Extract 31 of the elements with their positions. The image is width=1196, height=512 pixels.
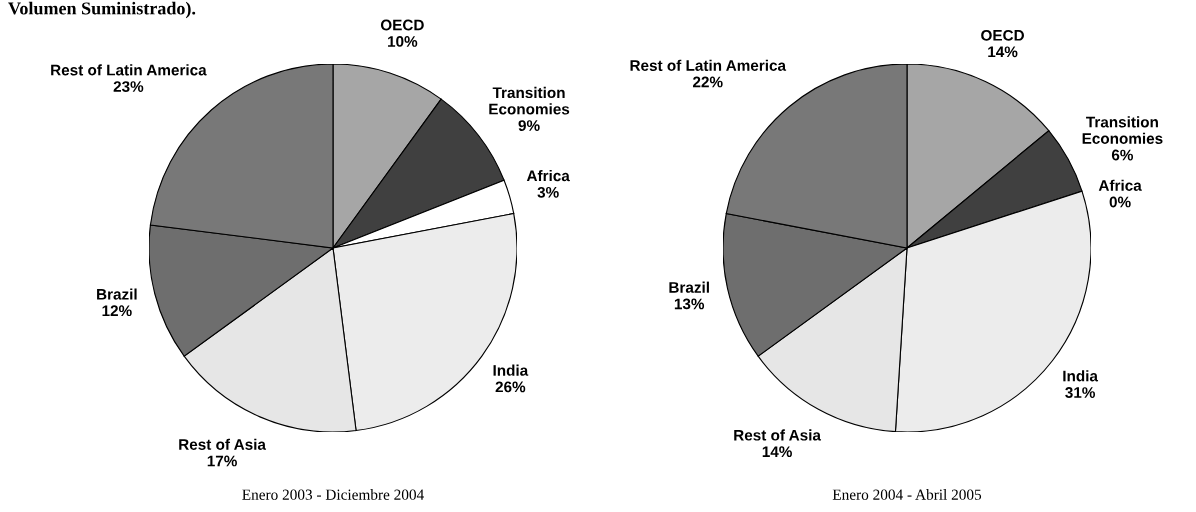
slice-label: Africa [526,170,570,182]
data-label: 26% [495,381,526,393]
data-label: 17% [207,455,237,467]
data-label: 31% [1065,387,1095,398]
data-label: 14% [762,446,792,458]
slice-label: Transition Economies [489,86,570,115]
text: Enero 2004 - Abril 2005 [832,489,982,500]
slice-label: Transition Economies [1082,116,1163,144]
slice-label: India [1063,370,1099,382]
data-label: 14% [988,46,1018,58]
slice-label: Rest of Latin America [630,59,787,71]
data-label: 10% [388,36,418,47]
data-label: 6% [1111,149,1134,161]
slice-label: Brazil [97,288,137,300]
category-label: Africa [1098,179,1142,191]
data-label: 12% [102,305,132,317]
data-label: 13% [674,298,705,310]
data-label: 3% [537,186,559,198]
text: 0% [1109,196,1131,208]
data-label: 22% [692,76,723,88]
text: Volumen Suministrado). [8,1,196,19]
slice-label: India [493,364,529,376]
slice-label: OECD [981,29,1024,41]
slice-label: OECD [380,19,424,31]
slice-label: Brazil [669,281,709,293]
slice-label: Rest of Asia [179,438,267,450]
slice-label: Rest of Asia [734,429,822,441]
text: Enero 2003 - Diciembre 2004 [242,489,424,500]
slice-label: Rest of Latin America [51,64,207,76]
data-label: 23% [113,81,144,92]
data-label: 9% [518,120,540,131]
